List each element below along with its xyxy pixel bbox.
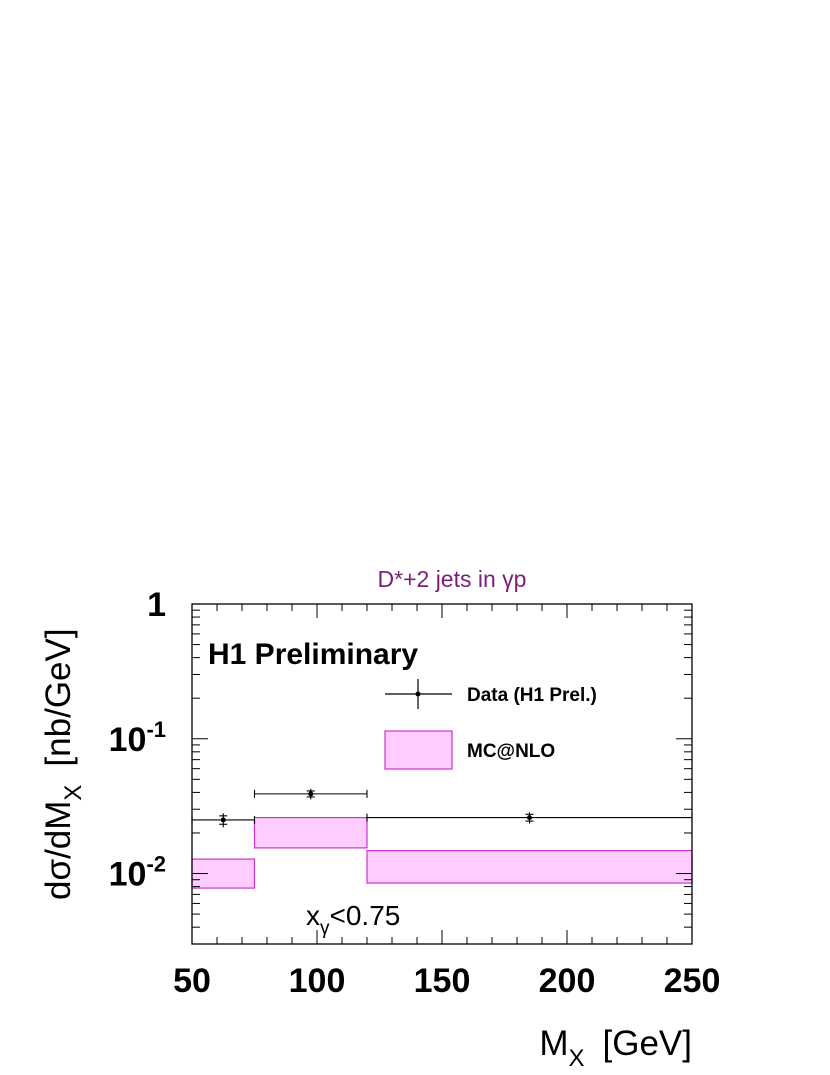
x-tick-label-1: 100 [289, 962, 346, 1000]
y-tick-base-1: 10 [109, 721, 147, 759]
y-axis-title: dσ/dMX [nb/GeV] [39, 628, 87, 900]
data-points-layer [191, 788, 693, 828]
legend-mc-swatch [384, 730, 453, 770]
y-tick-exp-1: -1 [146, 717, 166, 742]
y-axis-title-sub: X [60, 785, 87, 801]
x-axis-title-main: M [539, 1024, 568, 1063]
cut-annotation-sub: γ [320, 918, 330, 939]
legend-mc-label: MC@NLO [467, 741, 555, 762]
chart-title: D*+2 jets in γp [378, 566, 527, 592]
x-tick-label-0: 50 [173, 962, 211, 1000]
cut-annotation-main: x [306, 900, 320, 931]
y-tick-label-2: 10-2 [109, 852, 166, 894]
mc-band-layer [191, 817, 693, 889]
x-tick-label-4: 250 [664, 962, 721, 1000]
cut-annotation-rest: <0.75 [330, 900, 401, 931]
x-tick-labels: 50 100 150 200 250 [173, 962, 720, 1000]
y-axis-title-main: dσ/dM [39, 801, 78, 900]
data-point-0 [220, 817, 226, 823]
y-axis-title-unit: [nb/GeV] [39, 628, 78, 766]
mc-band-bin-2 [366, 849, 693, 884]
data-point-2 [527, 815, 532, 821]
y-tick-exp-2: -2 [146, 852, 166, 877]
x-axis-title-sub: X [569, 1045, 585, 1072]
y-tick-labels: 110-110-2 [109, 586, 166, 894]
mc-band-bin-1 [253, 817, 368, 849]
data-point-1 [308, 791, 314, 797]
y-tick-label-1: 10-1 [109, 717, 166, 759]
legend-data-label: Data (H1 Prel.) [467, 685, 597, 706]
experiment-label: H1 Preliminary [208, 638, 418, 671]
x-tick-label-3: 200 [539, 962, 596, 1000]
x-tick-label-2: 150 [414, 962, 471, 1000]
x-axis-title: MX [GeV] [539, 1024, 692, 1072]
tick-layer [191, 603, 693, 945]
x-axis-title-unit: [GeV] [603, 1024, 692, 1063]
legend-data-marker [415, 691, 421, 697]
legend: Data (H1 Prel.) MC@NLO [384, 679, 597, 770]
y-tick-label-0: 1 [147, 586, 166, 624]
cut-annotation: xγ<0.75 [306, 900, 400, 939]
y-tick-base-2: 10 [109, 856, 147, 894]
